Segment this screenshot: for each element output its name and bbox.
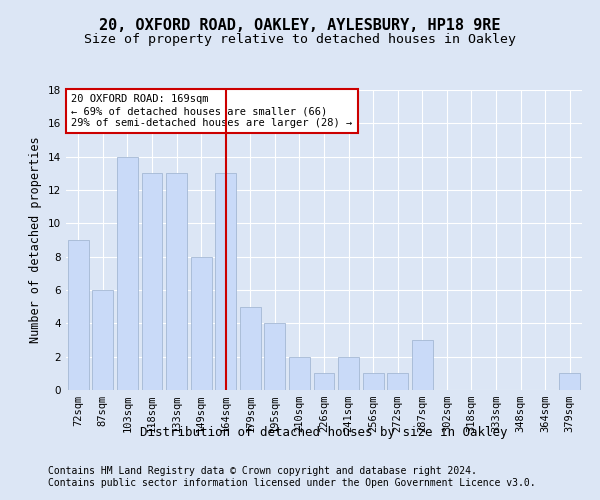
Bar [387,374,408,390]
Bar [166,174,187,390]
Bar [240,306,261,390]
Bar [289,356,310,390]
Text: Contains HM Land Registry data © Crown copyright and database right 2024.: Contains HM Land Registry data © Crown c… [48,466,477,476]
Bar [215,174,236,390]
Text: Contains public sector information licensed under the Open Government Licence v3: Contains public sector information licen… [48,478,536,488]
Bar [68,240,89,390]
Bar [314,374,334,390]
Text: Distribution of detached houses by size in Oakley: Distribution of detached houses by size … [140,426,508,439]
Bar [265,324,286,390]
Y-axis label: Number of detached properties: Number of detached properties [29,136,43,344]
Text: Size of property relative to detached houses in Oakley: Size of property relative to detached ho… [84,32,516,46]
Bar [338,356,359,390]
Text: 20, OXFORD ROAD, OAKLEY, AYLESBURY, HP18 9RE: 20, OXFORD ROAD, OAKLEY, AYLESBURY, HP18… [99,18,501,32]
Bar [191,256,212,390]
Bar [117,156,138,390]
Bar [412,340,433,390]
Bar [142,174,163,390]
Bar [92,290,113,390]
Bar [559,374,580,390]
Text: 20 OXFORD ROAD: 169sqm
← 69% of detached houses are smaller (66)
29% of semi-det: 20 OXFORD ROAD: 169sqm ← 69% of detached… [71,94,352,128]
Bar [362,374,383,390]
